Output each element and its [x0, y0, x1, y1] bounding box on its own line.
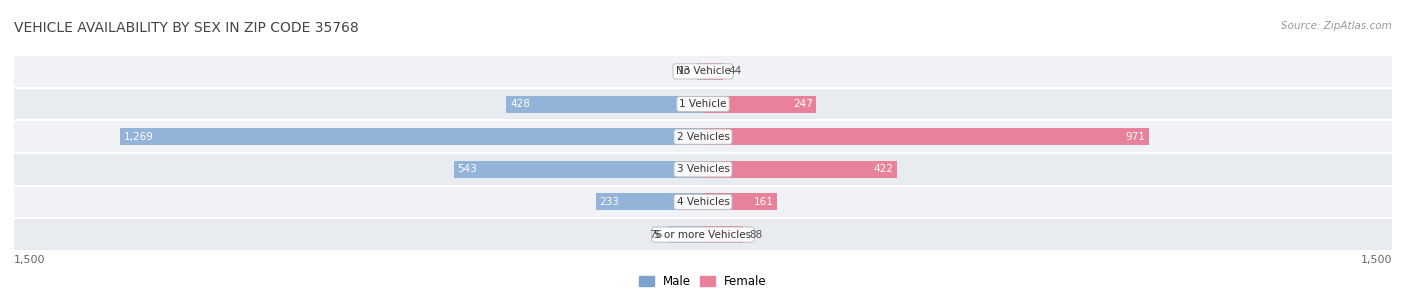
Text: 422: 422: [873, 164, 893, 174]
Text: 88: 88: [749, 230, 762, 240]
Text: 44: 44: [728, 66, 742, 76]
Bar: [454, 161, 703, 178]
Text: 2 Vehicles: 2 Vehicles: [676, 132, 730, 142]
Text: 543: 543: [457, 164, 477, 174]
Bar: [703, 95, 817, 113]
Bar: [120, 128, 703, 145]
Text: VEHICLE AVAILABILITY BY SEX IN ZIP CODE 35768: VEHICLE AVAILABILITY BY SEX IN ZIP CODE …: [14, 21, 359, 35]
Bar: [703, 193, 778, 211]
Bar: [703, 226, 744, 243]
Bar: [506, 95, 703, 113]
Bar: [14, 219, 1392, 250]
Text: Source: ZipAtlas.com: Source: ZipAtlas.com: [1281, 21, 1392, 32]
Text: 428: 428: [510, 99, 530, 109]
Text: 13: 13: [678, 66, 692, 76]
Text: 5 or more Vehicles: 5 or more Vehicles: [654, 230, 752, 240]
Text: 4 Vehicles: 4 Vehicles: [676, 197, 730, 207]
Bar: [697, 63, 703, 80]
Bar: [14, 154, 1392, 185]
Bar: [14, 89, 1392, 119]
Bar: [14, 56, 1392, 87]
Bar: [14, 187, 1392, 217]
Text: 971: 971: [1125, 132, 1146, 142]
Legend: Male, Female: Male, Female: [640, 275, 766, 288]
Text: 161: 161: [754, 197, 773, 207]
Text: 1,269: 1,269: [124, 132, 153, 142]
Text: 76: 76: [650, 230, 662, 240]
Text: 1 Vehicle: 1 Vehicle: [679, 99, 727, 109]
Text: 233: 233: [599, 197, 620, 207]
Bar: [14, 121, 1392, 152]
Text: No Vehicle: No Vehicle: [675, 66, 731, 76]
Bar: [703, 128, 1149, 145]
Text: 1,500: 1,500: [14, 255, 45, 265]
Text: 247: 247: [793, 99, 813, 109]
Text: 1,500: 1,500: [1361, 255, 1392, 265]
Bar: [596, 193, 703, 211]
Bar: [703, 161, 897, 178]
Bar: [668, 226, 703, 243]
Text: 3 Vehicles: 3 Vehicles: [676, 164, 730, 174]
Bar: [703, 63, 723, 80]
